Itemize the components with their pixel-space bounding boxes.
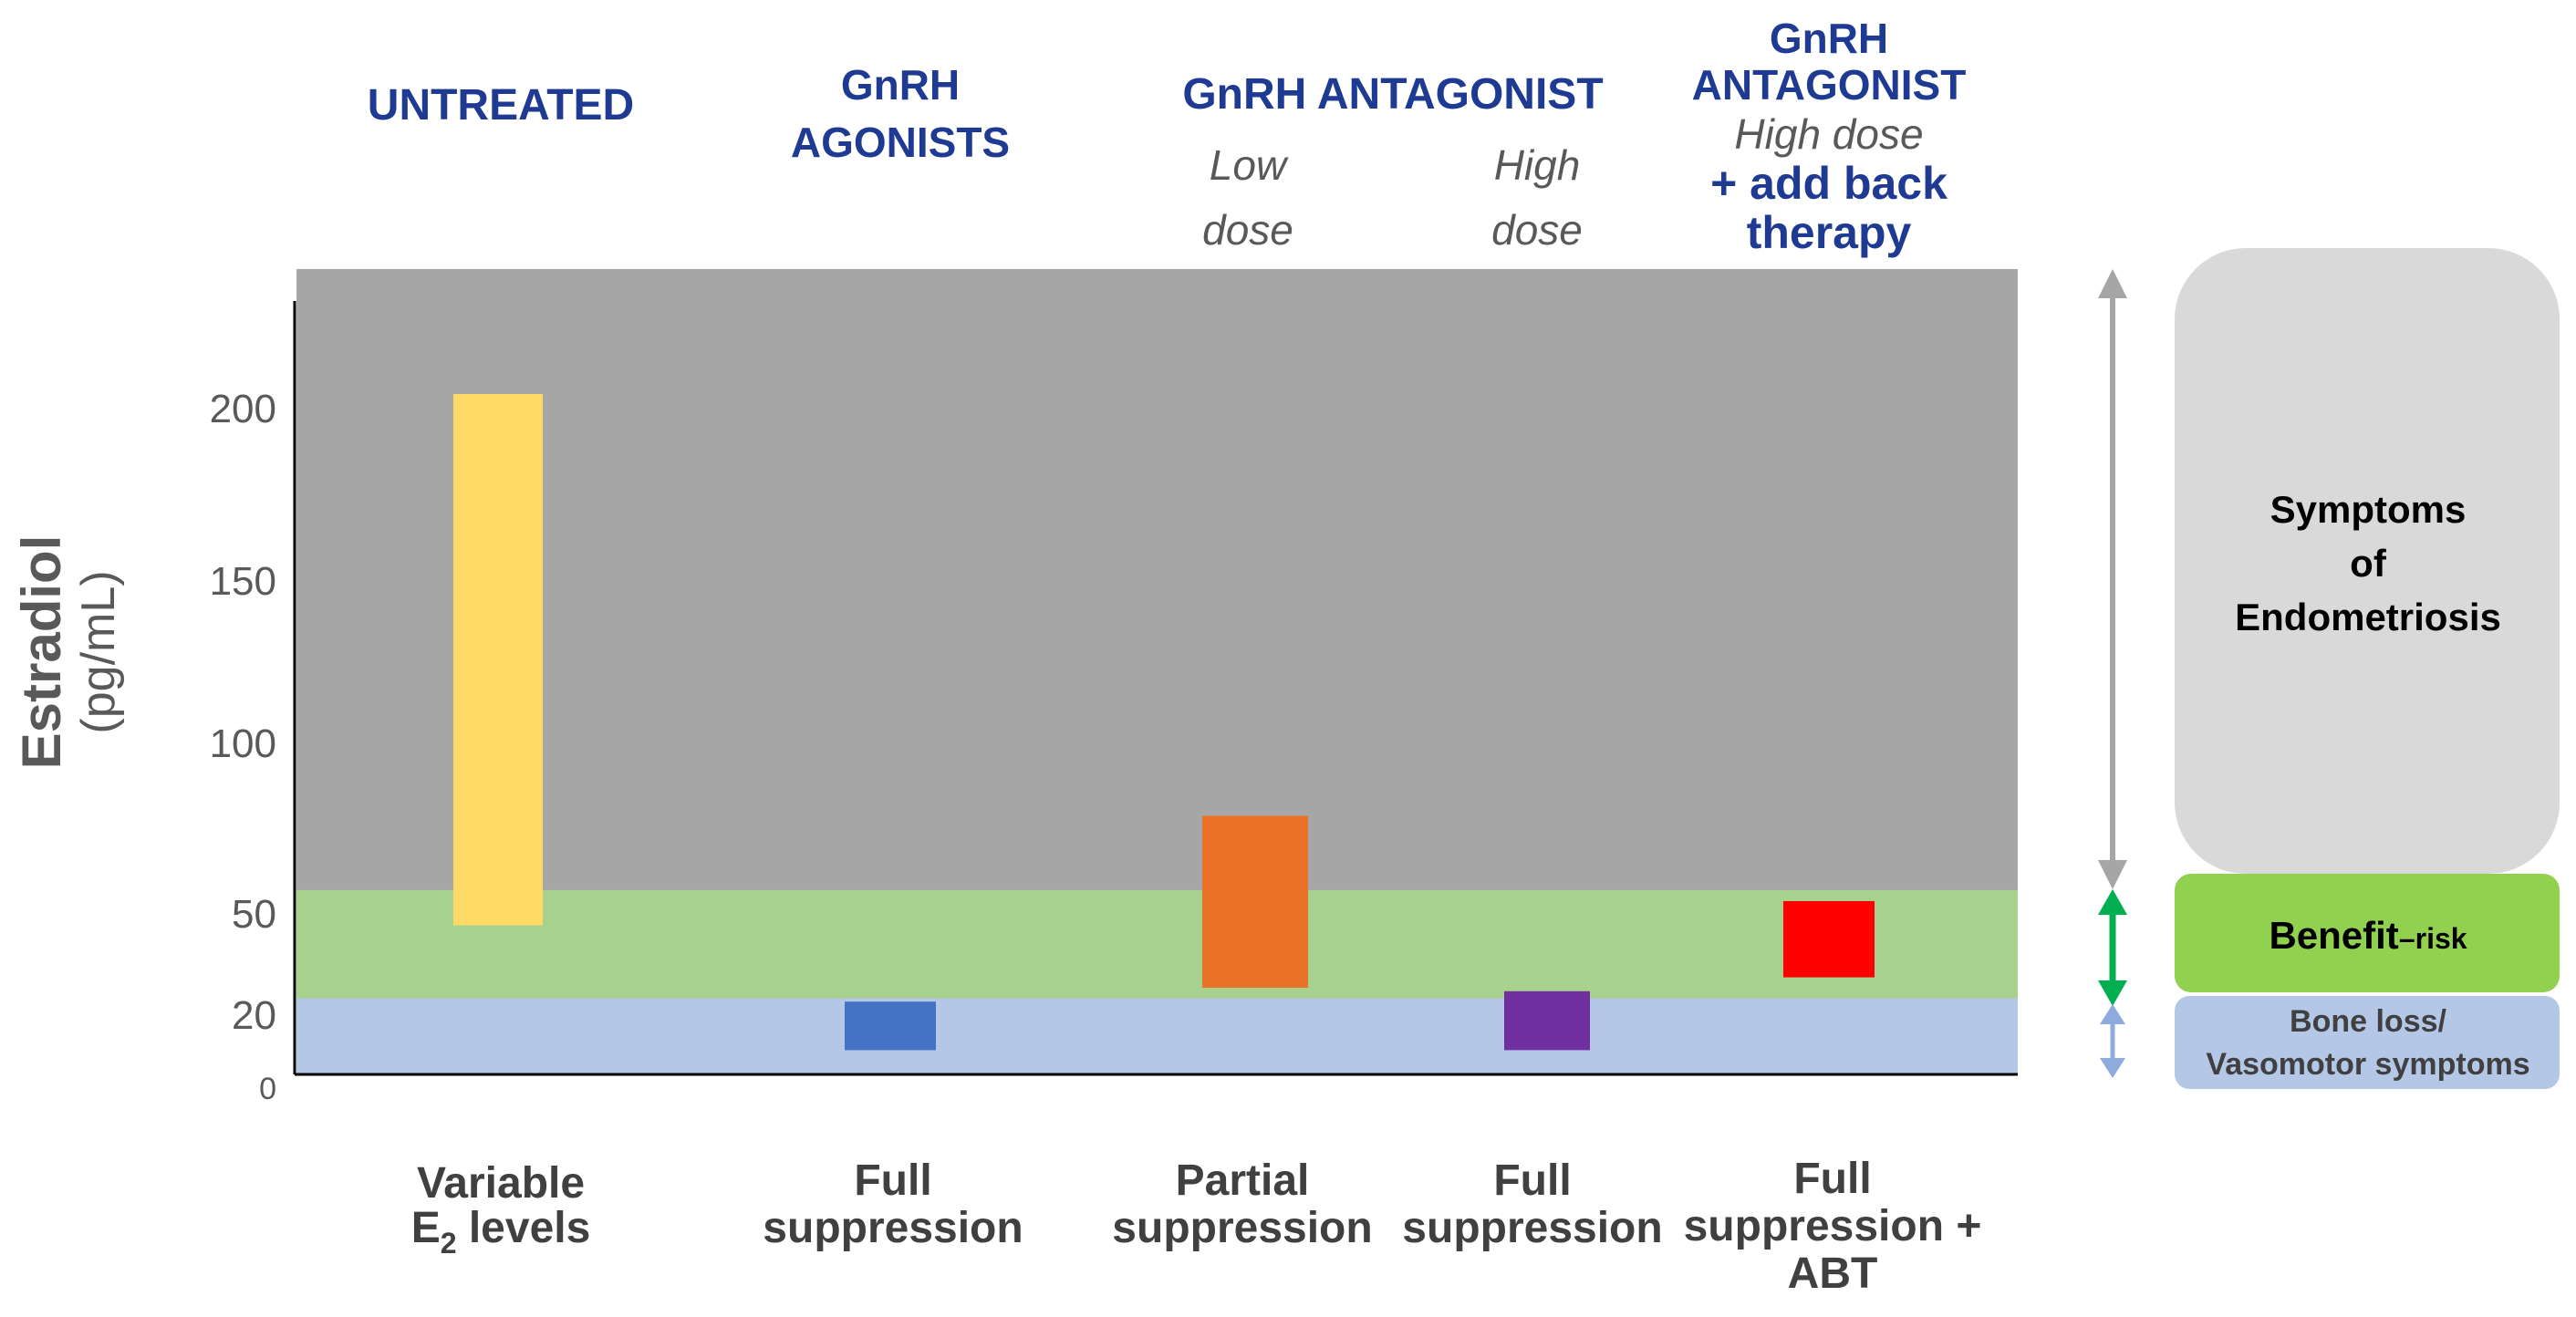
bone-loss-arrow-head-up <box>2100 1004 2125 1024</box>
subheader-low-dose: Low <box>1210 141 1289 189</box>
y-axis-title: Estradiol <box>11 535 72 770</box>
y-axis-units: (pg/mL) <box>72 570 125 733</box>
y-tick-label: 150 <box>210 559 276 604</box>
range-bar-1 <box>845 1001 936 1051</box>
bottom-label-2: Partial <box>1176 1156 1310 1205</box>
header-add-back-therapy: therapy <box>1747 207 1912 258</box>
symptoms-box <box>2175 248 2560 874</box>
header-gnrh-antagonist: GnRH ANTAGONIST <box>1182 70 1603 119</box>
bone-loss-label: Bone loss/ <box>2290 1004 2446 1039</box>
benefit-risk-arrow-head-up <box>2098 889 2127 915</box>
symptoms-label: Endometriosis <box>2235 596 2501 638</box>
symptoms-arrow-head-up <box>2098 269 2127 298</box>
header-gnrh-antagonist-abt: ANTAGONIST <box>1692 61 1967 109</box>
header-add-back-therapy: + add back <box>1710 158 1948 209</box>
bottom-label-1: suppression <box>763 1204 1023 1252</box>
y-tick-label: 0 <box>259 1072 276 1106</box>
y-axis: 0 20 50 100 150 200 Estradiol (pg/mL) <box>11 301 2018 1106</box>
subheader-high-dose: dose <box>1491 206 1583 254</box>
benefit-risk-arrow-head-down <box>2098 980 2127 1006</box>
benefit-risk-band <box>296 889 2018 999</box>
range-bar-3 <box>1504 990 1590 1051</box>
subheader-high-dose: High <box>1494 141 1581 189</box>
bottom-label-untreated: E2 levels <box>411 1204 591 1260</box>
range-bar-4 <box>1783 901 1875 978</box>
bottom-label-3: Full <box>1493 1156 1571 1205</box>
bone-loss-box <box>2175 996 2560 1089</box>
bone-loss-arrow-head-down <box>2100 1058 2125 1078</box>
bottom-label-4: suppression + <box>1684 1202 1982 1250</box>
y-tick-label: 100 <box>210 721 276 766</box>
plot-area <box>296 269 2018 1074</box>
header-gnrh-antagonist-abt: GnRH <box>1770 15 1888 62</box>
symptoms-label: Symptoms <box>2270 488 2467 531</box>
header-untreated: UNTREATED <box>368 81 634 130</box>
symptoms-arrow-head-down <box>2098 860 2127 889</box>
legend: SymptomsofEndometriosisBenefit–riskBone … <box>2098 248 2560 1089</box>
subheader-high-dose-abt: High dose <box>1734 110 1923 158</box>
y-tick-label: 20 <box>232 993 276 1038</box>
range-bar-0 <box>453 394 543 926</box>
header-gnrh-agonists: GnRH <box>841 61 960 109</box>
bottom-label-2: suppression <box>1112 1204 1372 1252</box>
range-bar-2 <box>1202 815 1308 988</box>
y-tick-label: 200 <box>210 387 276 431</box>
bottom-label-untreated: Variable <box>417 1159 585 1208</box>
bottom-label-3: suppression <box>1402 1204 1662 1252</box>
subheader-low-dose: dose <box>1202 206 1293 254</box>
bottom-label-1: Full <box>854 1156 931 1205</box>
symptoms-label: of <box>2350 542 2387 585</box>
header-gnrh-agonists: AGONISTS <box>791 119 1010 166</box>
group-headers: UNTREATED GnRH AGONISTS GnRH ANTAGONIST Low d… <box>368 15 1967 258</box>
bone-loss-band <box>296 998 2018 1074</box>
bottom-label-4: Full <box>1793 1155 1871 1203</box>
bone-loss-label: Vasomotor symptoms <box>2206 1047 2529 1082</box>
benefit-risk-box <box>2175 874 2560 992</box>
y-tick-label: 50 <box>232 892 276 937</box>
bottom-label-4: ABT <box>1788 1250 1878 1298</box>
